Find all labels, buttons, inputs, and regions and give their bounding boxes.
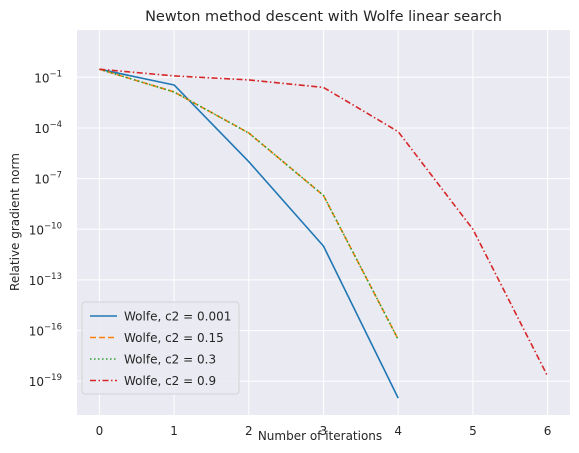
legend-label-2: Wolfe, c2 = 0.3 [124, 353, 216, 367]
y-tick-exponent: −19 [44, 373, 62, 383]
x-tick-labels: 0 1 2 3 4 5 6 [96, 424, 552, 438]
y-tick-label: 10−16 [29, 323, 62, 339]
series-line-3 [99, 68, 549, 377]
y-tick-exponent: −4 [49, 120, 62, 130]
y-tick-label: 10−10 [29, 221, 62, 237]
x-tick-label: 1 [170, 424, 178, 438]
x-tick-label: 3 [320, 424, 328, 438]
series-line-2 [99, 68, 399, 340]
y-tick-label: 10−13 [29, 272, 62, 288]
x-axis-label: Number of iterations [258, 429, 382, 443]
y-tick-base: 10 [29, 223, 44, 237]
legend-label-0: Wolfe, c2 = 0.001 [124, 310, 231, 324]
y-tick-exponent: −13 [44, 272, 62, 282]
y-tick-exponent: −1 [49, 69, 62, 79]
x-tick-label: 6 [544, 424, 552, 438]
y-tick-label: 10−1 [34, 69, 62, 85]
y-tick-base: 10 [29, 325, 44, 339]
y-tick-base: 10 [29, 375, 44, 389]
grid [77, 30, 570, 415]
y-tick-exponent: −10 [44, 221, 62, 231]
y-tick-exponent: −16 [44, 323, 62, 333]
series-lines [99, 68, 549, 399]
y-tick-label: 10−19 [29, 373, 62, 389]
y-tick-base: 10 [29, 274, 44, 288]
series-line-1 [99, 68, 399, 340]
x-tick-label: 0 [96, 424, 104, 438]
y-tick-base: 10 [34, 122, 49, 136]
y-tick-base: 10 [34, 71, 49, 85]
x-tick-label: 2 [245, 424, 253, 438]
x-tick-label: 5 [469, 424, 477, 438]
y-axis-label: Relative gradient norm [8, 153, 22, 291]
y-tick-exponent: −7 [49, 171, 62, 181]
chart-title: Newton method descent with Wolfe linear … [145, 9, 502, 25]
y-tick-base: 10 [34, 173, 49, 187]
y-tick-label: 10−4 [34, 120, 62, 136]
y-tick-label: 10−7 [34, 171, 62, 187]
legend-box [81, 301, 240, 395]
legend-label-1: Wolfe, c2 = 0.15 [124, 331, 224, 345]
legend-label-3: Wolfe, c2 = 0.9 [124, 374, 216, 388]
series-line-0 [99, 68, 399, 399]
legend: Wolfe, c2 = 0.001 Wolfe, c2 = 0.15 Wolfe, … [81, 301, 240, 395]
x-tick-label: 4 [394, 424, 402, 438]
